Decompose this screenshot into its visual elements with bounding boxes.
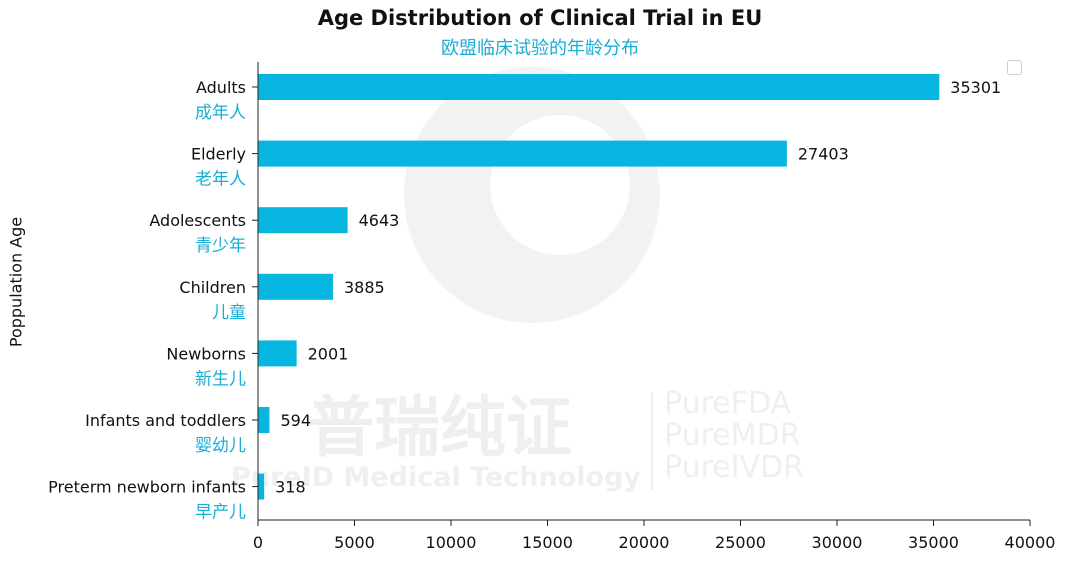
x-tick-label: 0 xyxy=(253,533,263,552)
x-tick-label: 10000 xyxy=(426,533,477,552)
bar-value-label: 35301 xyxy=(950,78,1001,97)
watermark-brand-cn: 普瑞纯证 xyxy=(308,389,572,466)
watermark-product-1: PureFDA xyxy=(664,386,792,421)
chart-subtitle: 欧盟临床试验的年龄分布 xyxy=(441,38,639,59)
x-tick-label: 15000 xyxy=(522,533,573,552)
bar-value-label: 318 xyxy=(275,478,306,497)
bar-3 xyxy=(258,207,348,234)
x-tick-label: 40000 xyxy=(1005,533,1056,552)
bar-1 xyxy=(258,74,940,100)
category-label: Infants and toddlers xyxy=(85,411,246,430)
bar-value-label: 2001 xyxy=(308,344,349,363)
category-label-zh: 青少年 xyxy=(195,236,246,256)
bar-4 xyxy=(258,273,333,300)
category-label-zh: 婴幼儿 xyxy=(195,436,246,456)
watermark-logo-cutout xyxy=(490,115,630,255)
bar-7 xyxy=(258,473,265,500)
category-label: Children xyxy=(179,278,246,297)
category-label: Preterm newborn infants xyxy=(48,478,246,497)
category-label-zh: 儿童 xyxy=(212,303,246,323)
category-label-zh: 成年人 xyxy=(195,103,246,123)
watermark-product-3: PureIVDR xyxy=(664,450,804,485)
legend-box xyxy=(1007,60,1022,75)
bar-value-label: 3885 xyxy=(344,278,385,297)
bar-6 xyxy=(258,407,270,433)
bar-5 xyxy=(258,340,297,367)
category-label-zh: 新生儿 xyxy=(195,369,246,389)
category-label: Elderly xyxy=(191,145,246,164)
watermark-product-2: PureMDR xyxy=(664,418,801,453)
watermark-brand-en: PureID Medical Technology xyxy=(231,462,641,493)
bar-value-label: 4643 xyxy=(359,211,400,230)
category-label: Newborns xyxy=(166,344,246,363)
chart-title: Age Distribution of Clinical Trial in EU xyxy=(317,6,763,30)
x-tick-label: 20000 xyxy=(619,533,670,552)
x-tick-label: 30000 xyxy=(812,533,863,552)
bars-group: 35301 27403 4643 3885 2001 594 318 xyxy=(258,74,1001,500)
axes-group: Adults 成年人 Elderly 老年人 Adolescents 青少年 Childre… xyxy=(48,62,1055,552)
category-label: Adolescents xyxy=(149,211,246,230)
bar-value-label: 594 xyxy=(280,411,311,430)
watermark-logo-shape xyxy=(404,67,660,323)
category-label-zh: 老年人 xyxy=(195,170,246,190)
category-label: Adults xyxy=(196,78,246,97)
x-tick-label: 5000 xyxy=(334,533,375,552)
bar-value-label: 27403 xyxy=(798,145,849,164)
category-label-zh: 早产儿 xyxy=(195,503,246,523)
x-tick-label: 25000 xyxy=(715,533,766,552)
x-tick-label: 35000 xyxy=(908,533,959,552)
bar-2 xyxy=(258,140,787,167)
